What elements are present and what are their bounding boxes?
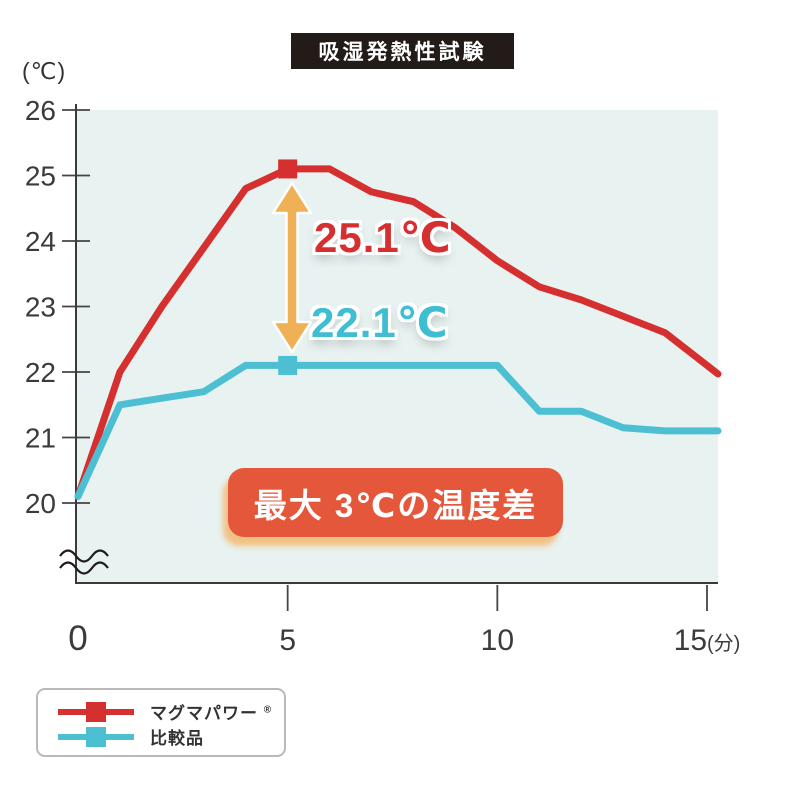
axis-break-waves-icon xyxy=(59,549,109,575)
series-markers xyxy=(278,159,298,375)
x-axis-ticks: 0 5 10 15(分) xyxy=(68,585,740,658)
cyan-series-line xyxy=(74,361,722,500)
cyan-series-swatch-icon xyxy=(58,726,134,747)
y-tick-label: 25 xyxy=(25,161,56,192)
y-tick-label: 26 xyxy=(25,95,56,126)
y-tick-label: 22 xyxy=(25,357,56,388)
legend: マグマパワー ® 比較品 xyxy=(36,688,286,757)
red-series-marker xyxy=(278,159,298,179)
red-peak-value-label: 25.1℃ xyxy=(314,214,452,261)
legend-item-magma-power: マグマパワー ® xyxy=(58,699,284,724)
red-series-line xyxy=(74,165,722,500)
legend-label-comparison: 比較品 xyxy=(150,729,204,748)
series-lines xyxy=(74,165,722,500)
chart-title-badge: 吸湿発熱性試験 xyxy=(291,33,514,69)
y-axis-ticks: 26 25 24 23 22 21 20 xyxy=(25,95,90,519)
y-tick-label: 24 xyxy=(25,226,56,257)
temperature-difference-text: 最大 3℃の温度差 xyxy=(253,486,538,524)
temperature-difference-badge: 最大 3℃の温度差 xyxy=(228,468,563,537)
y-tick-label: 23 xyxy=(25,292,56,323)
cyan-series-marker xyxy=(278,355,298,375)
chart-title: 吸湿発熱性試験 xyxy=(318,41,487,64)
y-axis-unit-label: (℃) xyxy=(22,58,67,84)
cyan-peak-value-label: 22.1℃ xyxy=(311,299,449,346)
registered-mark: ® xyxy=(263,704,273,716)
difference-arrow-icon xyxy=(271,181,313,354)
legend-item-comparison: 比較品 xyxy=(58,724,284,749)
x-tick-label: 0 xyxy=(68,619,87,658)
x-tick-label: 5 xyxy=(279,624,296,657)
x-tick-label: 10 xyxy=(481,624,514,657)
y-tick-label: 20 xyxy=(25,488,56,519)
red-series-swatch-icon xyxy=(58,701,134,722)
legend-label-magma-power: マグマパワー xyxy=(150,704,258,723)
x-tick-label: 15(分) xyxy=(674,624,741,657)
y-tick-label: 21 xyxy=(25,423,56,454)
